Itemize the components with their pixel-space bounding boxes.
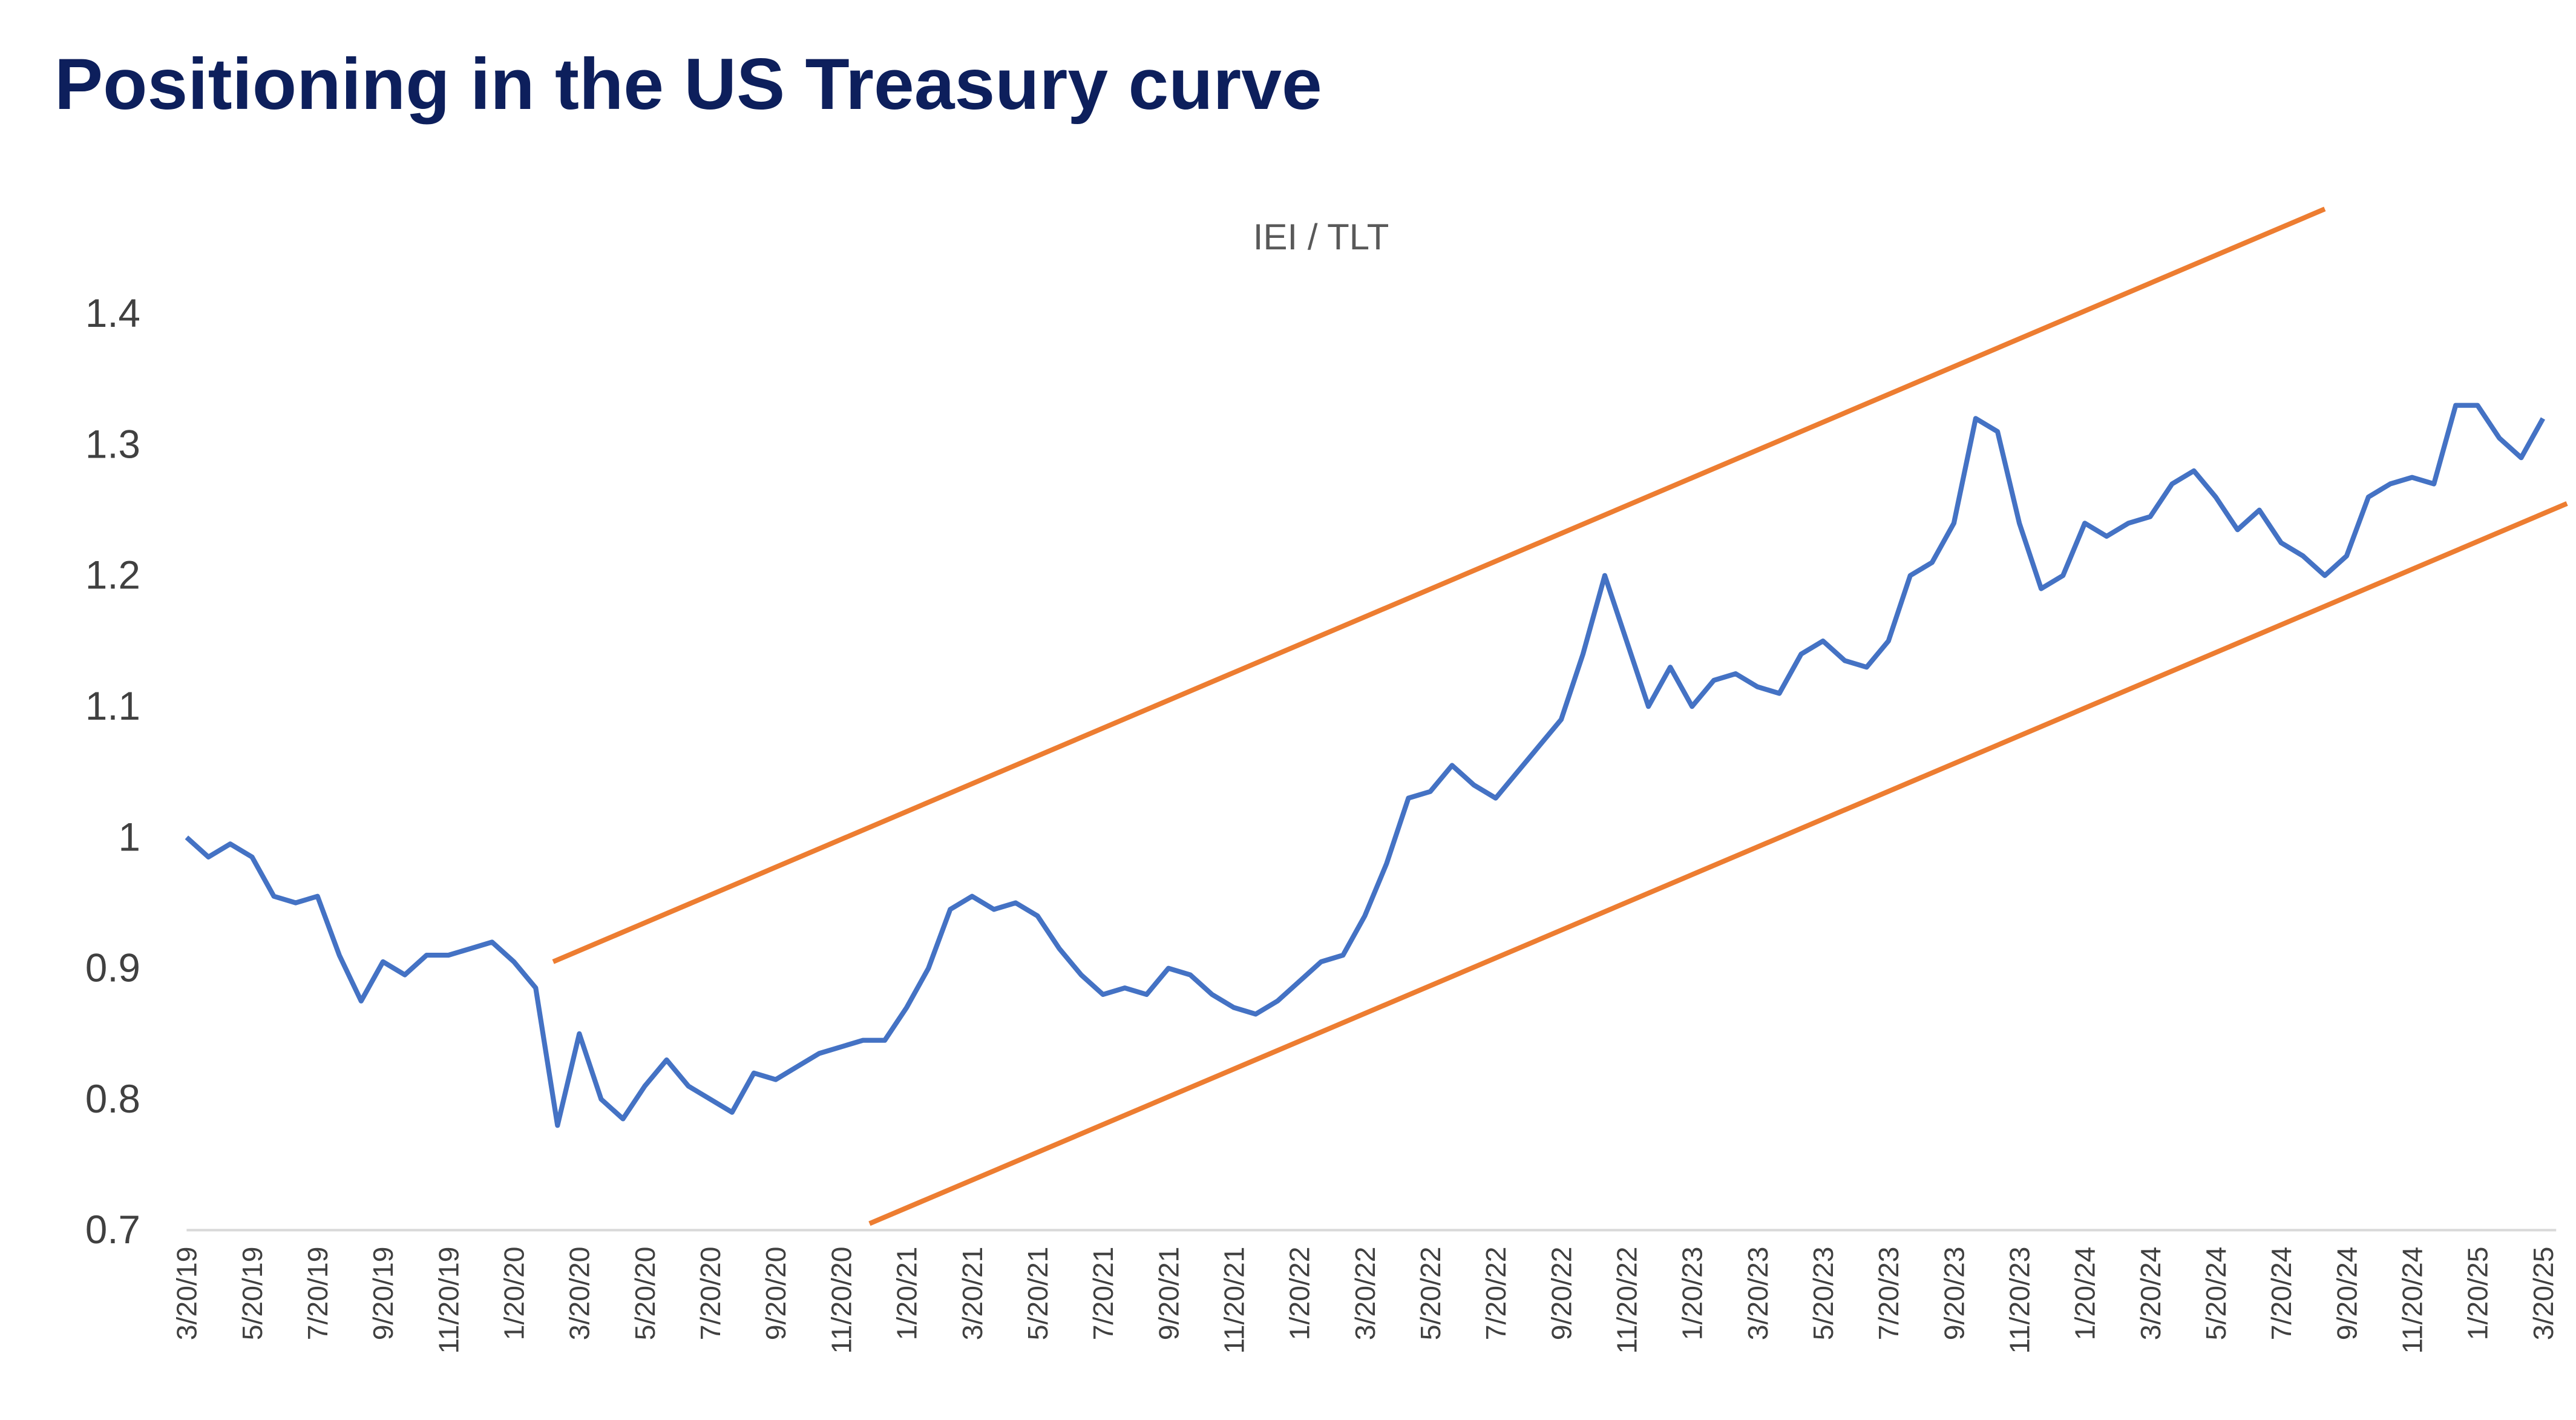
x-tick-label: 5/20/19 [237, 1247, 268, 1341]
x-tick-label: 1/20/25 [2462, 1247, 2494, 1341]
x-tick-label: 11/20/19 [433, 1247, 464, 1354]
x-tick-label: 11/20/21 [1218, 1247, 1250, 1354]
x-tick-label: 1/20/23 [1677, 1247, 1708, 1341]
trend-line [868, 501, 2568, 1226]
x-tick-label: 1/20/21 [891, 1247, 923, 1341]
y-tick-label: 1.4 [85, 291, 140, 335]
x-tick-label: 5/20/20 [629, 1247, 661, 1341]
x-tick-label: 9/20/19 [367, 1247, 399, 1341]
y-tick-label: 1 [119, 815, 140, 859]
x-tick-label: 3/20/21 [957, 1247, 988, 1341]
x-tick-label: 7/20/22 [1480, 1247, 1512, 1341]
x-tick-label: 5/20/24 [2200, 1247, 2232, 1341]
y-tick-label: 1.1 [85, 684, 140, 728]
x-tick-label: 3/20/22 [1349, 1247, 1381, 1341]
page-title: Positioning in the US Treasury curve [54, 44, 1322, 125]
x-tick-label: 9/20/21 [1153, 1247, 1184, 1341]
x-tick-label: 11/20/22 [1611, 1247, 1642, 1354]
x-tick-label: 5/20/23 [1807, 1247, 1839, 1341]
x-tick-label: 7/20/24 [2266, 1247, 2297, 1341]
x-tick-label: 3/20/25 [2528, 1247, 2559, 1341]
x-tick-label: 7/20/21 [1087, 1247, 1119, 1341]
y-tick-label: 1.3 [85, 422, 140, 466]
x-tick-label: 11/20/23 [2004, 1247, 2035, 1354]
x-tick-label: 1/20/22 [1284, 1247, 1316, 1341]
x-tick-label: 9/20/20 [760, 1247, 791, 1341]
x-tick-label: 3/20/19 [171, 1247, 203, 1341]
y-tick-label: 0.9 [85, 946, 140, 990]
chart-title: IEI / TLT [1253, 217, 1389, 257]
x-tick-label: 9/20/22 [1545, 1247, 1577, 1341]
x-tick-label: 5/20/22 [1415, 1247, 1446, 1341]
x-tick-label: 3/20/20 [564, 1247, 595, 1341]
x-tick-label: 3/20/23 [1742, 1247, 1774, 1341]
x-tick-label: 7/20/20 [695, 1247, 726, 1341]
x-tick-label: 3/20/24 [2135, 1247, 2166, 1341]
x-tick-label: 11/20/24 [2396, 1247, 2428, 1354]
x-tick-label: 7/20/23 [1873, 1247, 1904, 1341]
data-line [185, 403, 2546, 1128]
x-tick-label: 1/20/24 [2070, 1247, 2101, 1341]
x-tick-label: 1/20/20 [499, 1247, 530, 1341]
x-tick-label: 9/20/23 [1938, 1247, 1970, 1341]
x-tick-label: 5/20/21 [1022, 1247, 1054, 1341]
x-tick-label: 11/20/20 [825, 1247, 857, 1354]
y-tick-label: 0.8 [85, 1077, 140, 1121]
trend-line [552, 206, 2326, 964]
x-tick-label: 7/20/19 [302, 1247, 333, 1341]
y-tick-label: 0.7 [85, 1208, 140, 1252]
x-tick-label: 9/20/24 [2331, 1247, 2362, 1341]
y-tick-label: 1.2 [85, 553, 140, 597]
